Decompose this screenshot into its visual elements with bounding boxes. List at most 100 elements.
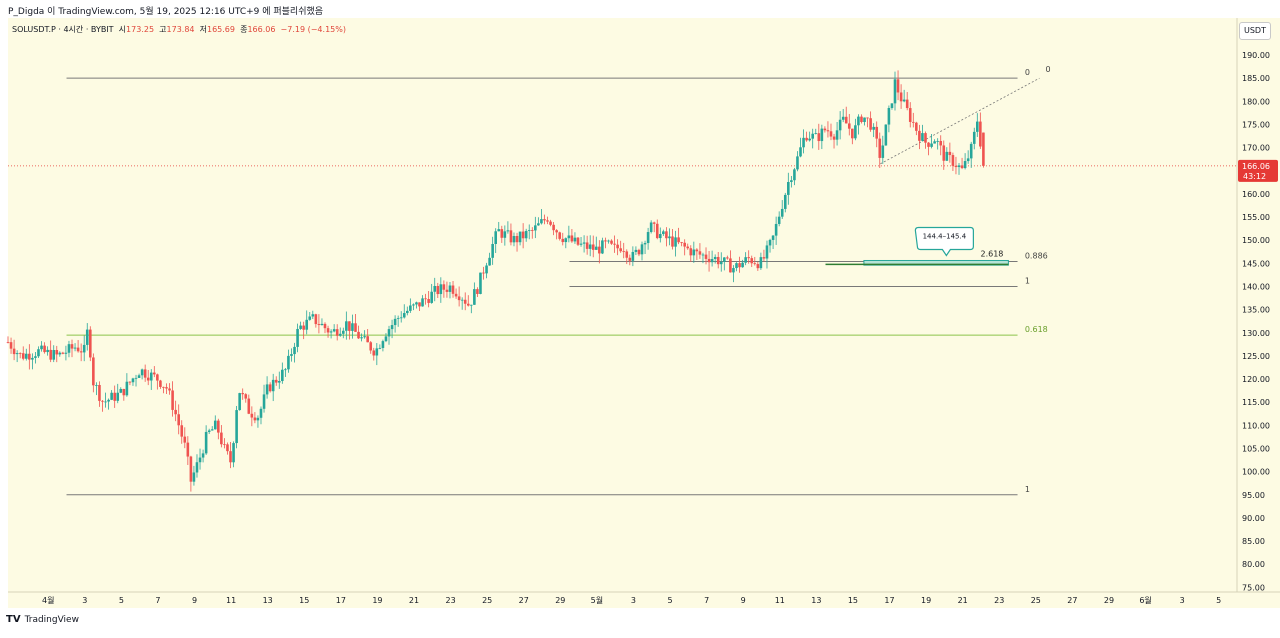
candle-body[interactable]: [677, 237, 680, 243]
candle-body[interactable]: [162, 386, 165, 388]
candle-body[interactable]: [34, 356, 37, 358]
candle-body[interactable]: [360, 337, 363, 339]
candle-body[interactable]: [537, 223, 540, 226]
candle-body[interactable]: [247, 398, 251, 414]
candle-body[interactable]: [820, 128, 824, 142]
candle-body[interactable]: [564, 238, 568, 243]
candle-body[interactable]: [875, 126, 879, 139]
candle-body[interactable]: [863, 117, 866, 123]
candle-body[interactable]: [512, 236, 516, 243]
candle-body[interactable]: [259, 408, 263, 418]
candle-body[interactable]: [604, 240, 607, 242]
candle-body[interactable]: [73, 347, 77, 349]
candle-body[interactable]: [552, 224, 555, 231]
candle-body[interactable]: [430, 291, 433, 303]
candle-body[interactable]: [847, 123, 851, 129]
candle-body[interactable]: [668, 236, 671, 239]
candle-body[interactable]: [732, 268, 735, 273]
candle-body[interactable]: [79, 351, 83, 353]
candle-body[interactable]: [125, 381, 129, 396]
candle-body[interactable]: [979, 121, 982, 147]
candle-body[interactable]: [284, 369, 287, 371]
candle-body[interactable]: [851, 128, 854, 139]
candle-body[interactable]: [921, 133, 924, 141]
candle-body[interactable]: [473, 289, 476, 305]
candle-body[interactable]: [515, 236, 519, 243]
candle-body[interactable]: [622, 251, 626, 253]
candle-body[interactable]: [729, 258, 732, 273]
candle-body[interactable]: [570, 235, 574, 242]
candle-body[interactable]: [637, 249, 641, 255]
candle-body[interactable]: [299, 325, 302, 329]
candle-body[interactable]: [942, 145, 946, 161]
candle-body[interactable]: [101, 400, 104, 402]
candle-body[interactable]: [223, 444, 226, 446]
candle-body[interactable]: [838, 119, 842, 131]
candle-body[interactable]: [198, 457, 202, 463]
candle-body[interactable]: [814, 133, 818, 134]
candle-body[interactable]: [262, 394, 266, 409]
candle-body[interactable]: [945, 151, 949, 161]
candle-body[interactable]: [613, 243, 616, 245]
time-axis-panel[interactable]: [8, 592, 1280, 608]
candle-body[interactable]: [658, 234, 662, 239]
candle-body[interactable]: [686, 246, 690, 249]
candle-body[interactable]: [884, 124, 888, 146]
currency-unit-button[interactable]: USDT: [1239, 22, 1271, 40]
candle-body[interactable]: [375, 348, 379, 356]
candle-body[interactable]: [67, 344, 71, 353]
candle-body[interactable]: [689, 248, 693, 256]
candle-body[interactable]: [982, 132, 985, 166]
candle-body[interactable]: [805, 137, 808, 141]
candle-body[interactable]: [409, 305, 412, 311]
candle-body[interactable]: [774, 223, 778, 236]
candle-body[interactable]: [265, 384, 269, 395]
candle-body[interactable]: [326, 328, 330, 333]
candle-body[interactable]: [396, 318, 400, 319]
candle-body[interactable]: [610, 240, 613, 244]
candle-body[interactable]: [911, 121, 915, 123]
candle-body[interactable]: [598, 246, 601, 254]
candle-body[interactable]: [555, 230, 558, 233]
candle-body[interactable]: [826, 130, 830, 132]
candle-body[interactable]: [759, 257, 763, 269]
candle-body[interactable]: [567, 235, 571, 239]
candle-body[interactable]: [878, 138, 882, 158]
candle-body[interactable]: [192, 472, 196, 482]
zone-callout[interactable]: 144.4–145.4: [914, 226, 974, 257]
candle-body[interactable]: [674, 237, 677, 247]
candle-body[interactable]: [494, 231, 497, 244]
candle-body[interactable]: [799, 147, 802, 157]
candle-body[interactable]: [460, 299, 464, 301]
candle-body[interactable]: [631, 251, 635, 261]
candle-body[interactable]: [841, 116, 845, 120]
candle-body[interactable]: [902, 99, 906, 102]
candle-body[interactable]: [866, 117, 869, 119]
candle-body[interactable]: [156, 374, 159, 381]
candle-body[interactable]: [576, 237, 580, 245]
candle-body[interactable]: [451, 285, 455, 294]
candle-body[interactable]: [665, 231, 668, 239]
candle-body[interactable]: [220, 432, 223, 445]
candle-body[interactable]: [790, 180, 793, 183]
candle-body[interactable]: [250, 413, 254, 418]
candle-body[interactable]: [936, 140, 939, 142]
candle-body[interactable]: [887, 108, 891, 125]
candle-body[interactable]: [64, 352, 68, 354]
candle-body[interactable]: [527, 230, 531, 231]
candle-body[interactable]: [88, 329, 92, 358]
candle-body[interactable]: [802, 137, 805, 148]
candle-body[interactable]: [509, 230, 513, 243]
candle-body[interactable]: [314, 314, 318, 325]
candle-body[interactable]: [180, 425, 184, 437]
candle-body[interactable]: [372, 350, 376, 356]
candle-body[interactable]: [320, 323, 324, 326]
candle-body[interactable]: [85, 329, 89, 345]
candle-body[interactable]: [143, 369, 147, 378]
candle-body[interactable]: [951, 155, 955, 166]
candle-body[interactable]: [332, 329, 336, 332]
candle-body[interactable]: [594, 246, 598, 250]
candle-body[interactable]: [518, 231, 522, 243]
candle-body[interactable]: [649, 222, 653, 233]
candle-body[interactable]: [302, 325, 305, 330]
